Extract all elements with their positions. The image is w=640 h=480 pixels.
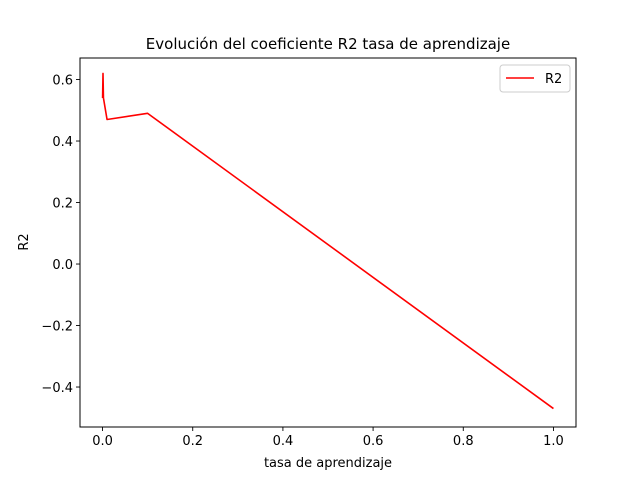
x-tick-label: 0.6	[363, 434, 384, 449]
x-tick-label: 0.8	[453, 434, 474, 449]
chart-title: Evolución del coeficiente R2 tasa de apr…	[146, 35, 510, 53]
x-axis-ticks: 0.0 0.2 0.4 0.6 0.8 1.0	[92, 427, 564, 449]
x-tick-label: 0.2	[182, 434, 203, 449]
legend-box	[499, 64, 571, 93]
y-tick-label: −0.4	[41, 381, 73, 396]
y-tick-label: 0.6	[52, 74, 73, 89]
axes-layer	[79, 57, 577, 428]
x-tick-label: 0.0	[92, 434, 113, 449]
series-line-r2	[101, 72, 554, 410]
y-tick-label: −0.2	[41, 320, 73, 335]
y-tick-label: 0.2	[52, 197, 73, 212]
x-axis-label: tasa de aprendizaje	[264, 456, 392, 471]
series-layer	[101, 72, 554, 410]
legend-label: R2	[545, 72, 562, 87]
y-tick-label: 0.4	[52, 135, 73, 150]
y-axis-label: R2	[17, 233, 32, 250]
y-tick-label: 0.0	[52, 258, 73, 273]
x-tick-label: 1.0	[543, 434, 564, 449]
y-axis-ticks: −0.4 −0.2 0.0 0.2 0.4 0.6	[41, 74, 80, 396]
plot-frame	[79, 57, 577, 428]
legend: R2	[499, 64, 571, 93]
x-tick-label: 0.4	[273, 434, 294, 449]
